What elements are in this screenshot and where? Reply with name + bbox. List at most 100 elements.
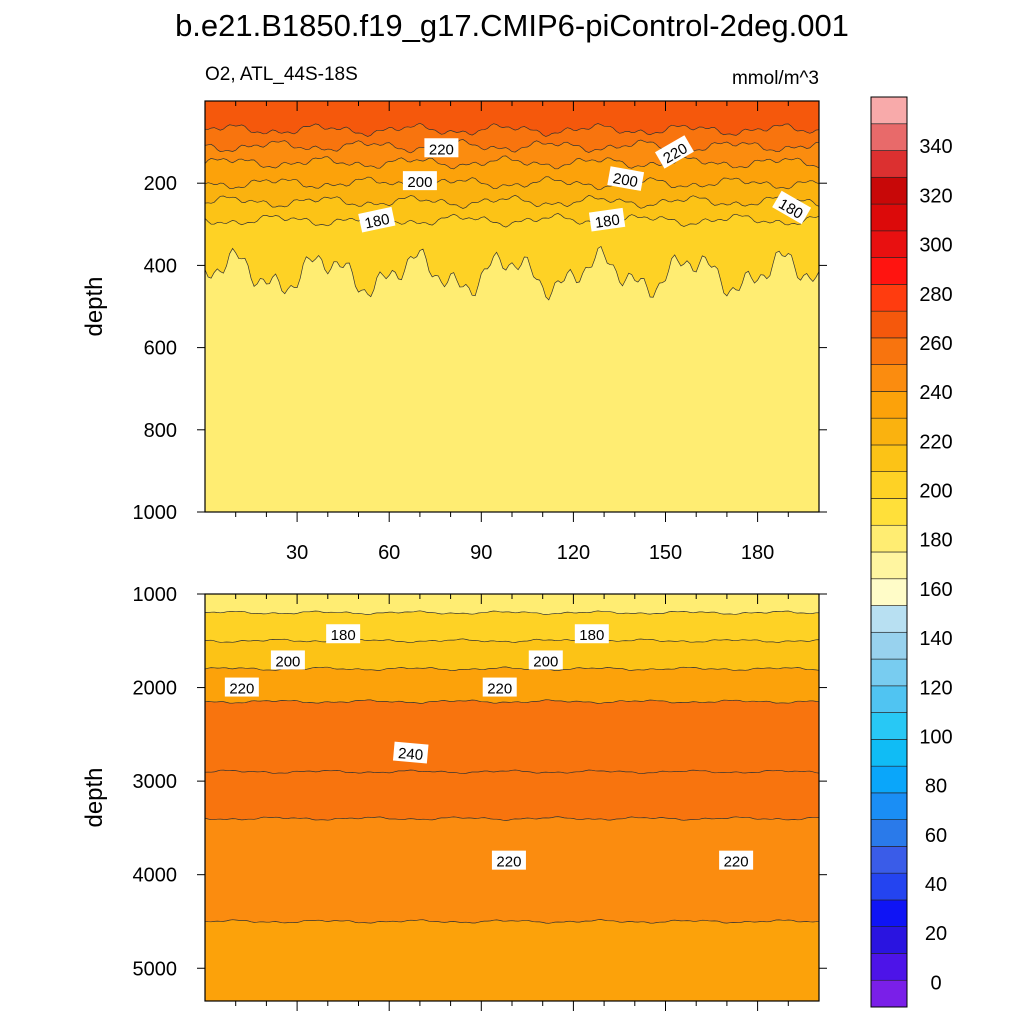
contour-label-bg [528, 650, 563, 670]
colorbar-swatch [870, 177, 908, 205]
colorbar-swatch [870, 739, 908, 767]
colorbar-swatch [870, 96, 908, 125]
contour-label-text: 220 [429, 141, 454, 158]
colorbar-swatch [870, 284, 908, 312]
y-tick-label: 200 [144, 173, 177, 195]
contour-label-bg [491, 850, 526, 870]
y-tick-label: 800 [144, 420, 177, 442]
contour-label: 240 [392, 741, 429, 764]
contour-label-text: 220 [229, 681, 254, 698]
colorbar-swatch [870, 150, 908, 178]
contour-label-text: 200 [533, 653, 558, 670]
colorbar-swatch [870, 979, 908, 1008]
colorbar-swatch [870, 257, 908, 285]
contour-label-bg [772, 190, 812, 225]
contour-label: 200 [528, 650, 563, 670]
y-tick-label: 600 [144, 338, 177, 360]
x-tick-label: 150 [649, 542, 682, 564]
contour-label: 200 [270, 650, 305, 670]
colorbar-tick-label: 340 [919, 136, 952, 158]
contour-label-bg [719, 850, 754, 870]
contour-label-text: 180 [594, 212, 621, 232]
contour-label: 220 [491, 850, 526, 871]
x-tick-label: 60 [378, 542, 400, 564]
contour-label-text: 200 [612, 170, 640, 191]
colorbar-swatch [870, 203, 908, 232]
colorbar-swatch [870, 444, 908, 472]
colorbar-swatch [870, 364, 908, 392]
colorbar-swatch [870, 899, 908, 927]
contour-label: 180 [326, 624, 361, 644]
colorbar-tick-label: 220 [919, 431, 952, 453]
y-axis-label: depth [81, 767, 108, 827]
upper-panel: 200 400 600 800 1000 30 60 90 120 150 180 depth 220 2… [81, 100, 827, 564]
contour-label-text: 200 [275, 653, 300, 670]
contour-label: 220 [424, 138, 459, 158]
colorbar-swatch [870, 498, 908, 526]
contour-label-bg [270, 650, 305, 670]
contour-label: 180 [358, 206, 396, 233]
contour-label-text: 200 [407, 174, 432, 191]
contour-label: 220 [224, 677, 259, 698]
colorbar-swatch [870, 765, 908, 794]
y-tick-label: 5000 [133, 958, 178, 980]
colorbar-swatch [870, 712, 908, 740]
colorbar-tick-label: 0 [930, 972, 941, 994]
y-tick-label: 400 [144, 255, 177, 277]
contour-label: 200 [607, 166, 645, 191]
y-tick-label: 2000 [133, 678, 178, 700]
colorbar-swatch [870, 391, 908, 419]
colorbar-swatch [870, 551, 908, 580]
y-axis-label: depth [81, 276, 108, 336]
contour-label-bg [358, 206, 396, 233]
contour-field [205, 101, 819, 512]
colorbar-tick-label: 180 [919, 530, 952, 552]
colorbar-frame [870, 96, 908, 1008]
contour-label-text: 180 [579, 627, 604, 644]
y-tick-label: 1000 [133, 502, 178, 524]
colorbar-swatch [870, 337, 908, 365]
contour-label-bg [574, 624, 609, 644]
contour-band-210 [205, 919, 819, 1001]
contour-label-bg [654, 135, 694, 169]
colorbar: 0 20 40 60 80 100 120 140 160 180 200 220 240 260 280 3… [870, 96, 953, 1008]
contour-label-text: 220 [724, 854, 749, 871]
contour-label: 180 [588, 207, 626, 232]
colorbar-swatch [870, 605, 908, 633]
contour-label-text: 240 [397, 745, 423, 764]
colorbar-tick-label: 200 [919, 481, 952, 503]
colorbar-swatch [870, 631, 908, 660]
colorbar-swatch [870, 926, 908, 954]
colorbar-swatch [870, 310, 908, 339]
contour-label-text: 220 [496, 854, 521, 871]
contour-label-bg [224, 677, 259, 697]
units-label: mmol/m^3 [731, 68, 819, 89]
colorbar-tick-label: 120 [919, 677, 952, 699]
colorbar-tick-label: 320 [919, 185, 952, 207]
colorbar-tick-label: 300 [919, 235, 952, 257]
colorbar-tick-label: 140 [919, 628, 952, 650]
colorbar-swatch [870, 872, 908, 901]
colorbar-tick-label: 280 [919, 284, 952, 306]
colorbar-tick-label: 60 [925, 825, 947, 847]
contour-label-bg [424, 138, 459, 158]
colorbar-tick-label: 20 [925, 923, 947, 945]
colorbar-tick-label: 260 [919, 333, 952, 355]
colorbar-swatch [870, 819, 908, 847]
colorbar-swatch [870, 578, 908, 606]
colorbar-tick-label: 160 [919, 579, 952, 601]
variable-label: O2, ATL_44S-18S [205, 64, 358, 85]
colorbar-swatch [870, 953, 908, 981]
contour-label: 180 [574, 624, 609, 644]
contour-label-bg [607, 166, 645, 191]
contour-label: 220 [482, 677, 517, 698]
contour-label: 220 [719, 850, 754, 871]
x-tick-label: 120 [557, 542, 590, 564]
colorbar-swatch [870, 471, 908, 499]
contour-label-text: 180 [331, 627, 356, 644]
contour-label-bg [402, 171, 437, 191]
contour-label-text: 180 [363, 211, 391, 233]
contour-label-text: 220 [487, 681, 512, 698]
x-tick-label: 30 [286, 542, 308, 564]
